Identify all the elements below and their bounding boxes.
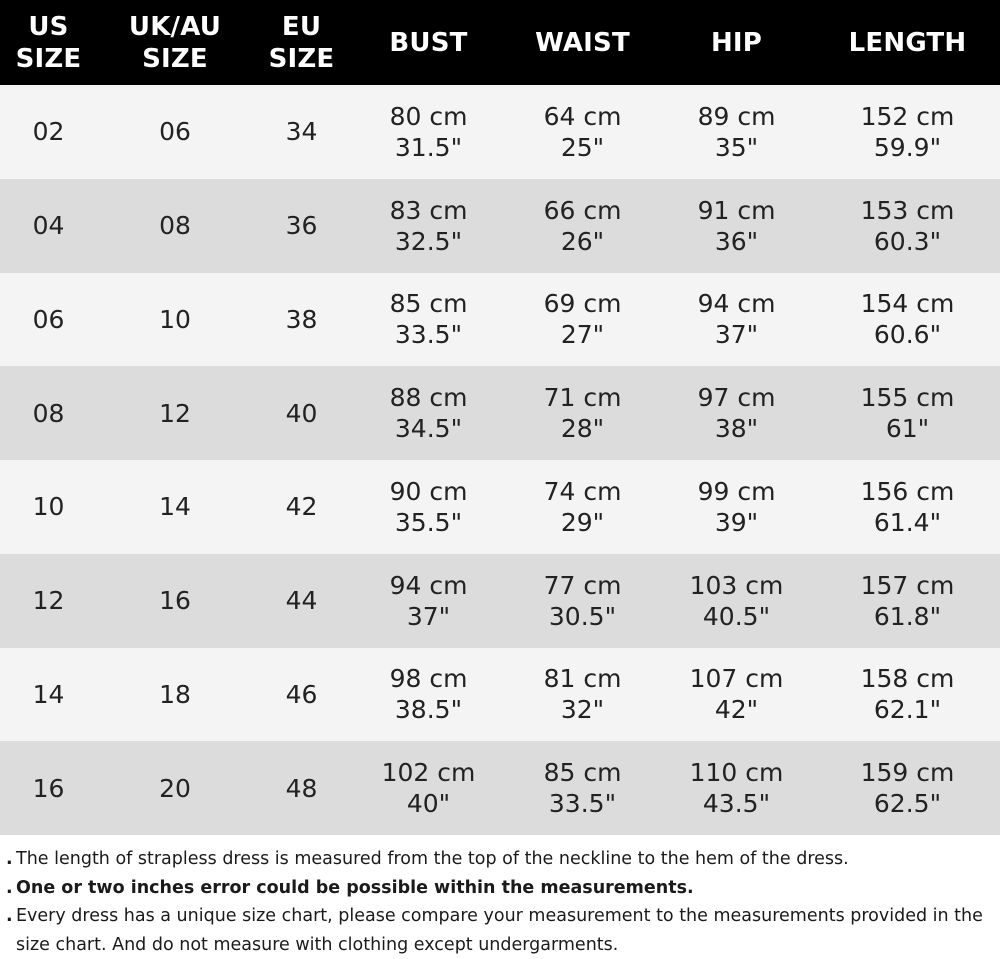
cell-waist: 77 cm 30.5" (543, 570, 622, 631)
table-header: US SIZE UK/AU SIZE EU SIZE BUST WAIST HI… (0, 0, 1000, 85)
cell-bust: 90 cm 35.5" (389, 476, 468, 537)
cell-bust: 85 cm 33.5" (389, 289, 468, 350)
cell-us-size: 14 (32, 679, 65, 709)
cell-length: 155 cm 61" (860, 383, 955, 444)
note-text: Every dress has a unique size chart, ple… (16, 906, 983, 955)
cell-length: 157 cm 61.8" (860, 570, 955, 631)
cell-uk-au-size: 14 (159, 492, 191, 522)
table-body: 02 06 34 80 cm 31.5" 64 cm 25" 89 cm 35" 152 cm 59… (0, 85, 1000, 835)
cell-us-size: 08 (32, 398, 65, 428)
cell-length: 152 cm 59.9" (860, 101, 955, 162)
cell-uk-au-size: 20 (159, 773, 191, 803)
note-bullet: . (6, 906, 13, 926)
cell-eu-size: 42 (285, 492, 318, 522)
cell-hip: 99 cm 39" (697, 476, 776, 537)
cell-bust: 83 cm 32.5" (389, 195, 468, 256)
cell-uk-au-size: 18 (159, 679, 191, 709)
cell-us-size: 16 (32, 773, 65, 803)
note-strapless-length: . The length of strapless dress is measu… (6, 845, 1000, 874)
cell-us-size: 06 (32, 304, 65, 334)
cell-uk-au-size: 12 (159, 398, 191, 428)
cell-uk-au-size: 08 (159, 211, 191, 241)
table-row: 12 16 44 94 cm 37" 77 cm 30.5" 103 cm 40.5" 157 c… (0, 553, 1000, 648)
cell-hip: 94 cm 37" (697, 289, 776, 350)
cell-waist: 69 cm 27" (543, 289, 622, 350)
cell-uk-au-size: 06 (159, 117, 191, 147)
table-row: 10 14 42 90 cm 35.5" 74 cm 29" 99 cm 39" 156 cm 61… (0, 460, 1000, 554)
cell-eu-size: 38 (285, 304, 318, 334)
table-row: 06 10 38 85 cm 33.5" 69 cm 27" 94 cm 37" 154 cm 60… (0, 272, 1000, 367)
cell-length: 153 cm 60.3" (860, 195, 955, 256)
cell-us-size: 12 (32, 586, 65, 616)
size-chart-table: US SIZE UK/AU SIZE EU SIZE BUST WAIST HI… (0, 0, 1000, 835)
cell-us-size: 10 (32, 492, 65, 522)
note-text: The length of strapless dress is measure… (16, 849, 849, 869)
cell-waist: 66 cm 26" (543, 195, 622, 256)
cell-waist: 64 cm 25" (543, 101, 622, 162)
cell-uk-au-size: 10 (159, 304, 191, 334)
cell-waist: 81 cm 32" (543, 664, 622, 725)
note-compare-measurements: . Every dress has a unique size chart, p… (6, 902, 1000, 959)
cell-hip: 103 cm 40.5" (689, 570, 784, 631)
header-bust: BUST (389, 27, 468, 58)
cell-hip: 110 cm 43.5" (689, 758, 784, 819)
cell-hip: 97 cm 38" (697, 383, 776, 444)
table-row: 04 08 36 83 cm 32.5" 66 cm 26" 91 cm 36" 153 cm 60… (0, 178, 1000, 273)
cell-length: 154 cm 60.6" (860, 289, 955, 350)
header-us-size: US SIZE (15, 11, 82, 74)
cell-length: 156 cm 61.4" (860, 476, 955, 537)
table-row: 16 20 48 102 cm 40" 85 cm 33.5" 110 cm 43.5" 159 … (0, 741, 1000, 835)
table-row: 02 06 34 80 cm 31.5" 64 cm 25" 89 cm 35" 152 cm 59… (0, 85, 1000, 179)
notes-section: . The length of strapless dress is measu… (0, 835, 1000, 959)
cell-eu-size: 48 (285, 773, 318, 803)
cell-hip: 107 cm 42" (689, 664, 784, 725)
cell-bust: 94 cm 37" (389, 570, 468, 631)
cell-waist: 71 cm 28" (543, 383, 622, 444)
table-row: 14 18 46 98 cm 38.5" 81 cm 32" 107 cm 42" 158 cm 6… (0, 647, 1000, 742)
cell-us-size: 04 (32, 211, 65, 241)
cell-waist: 74 cm 29" (543, 476, 622, 537)
note-measurement-error: . One or two inches error could be possi… (6, 874, 1000, 903)
cell-eu-size: 34 (285, 117, 318, 147)
header-hip: HIP (710, 27, 763, 58)
note-text: One or two inches error could be possibl… (16, 877, 694, 898)
cell-eu-size: 40 (285, 398, 318, 428)
cell-eu-size: 36 (285, 211, 318, 241)
cell-hip: 91 cm 36" (697, 195, 776, 256)
header-length: LENGTH (848, 27, 967, 58)
note-bullet: . (6, 877, 13, 898)
cell-bust: 98 cm 38.5" (389, 664, 468, 725)
cell-us-size: 02 (32, 117, 65, 147)
cell-eu-size: 44 (285, 586, 318, 616)
cell-bust: 102 cm 40" (381, 758, 476, 819)
cell-length: 159 cm 62.5" (860, 758, 955, 819)
table-row: 08 12 40 88 cm 34.5" 71 cm 28" 97 cm 38" 155 cm 61… (0, 366, 1000, 460)
cell-eu-size: 46 (285, 679, 318, 709)
cell-bust: 88 cm 34.5" (389, 383, 468, 444)
cell-waist: 85 cm 33.5" (543, 758, 622, 819)
note-bullet: . (6, 849, 13, 869)
cell-length: 158 cm 62.1" (860, 664, 955, 725)
cell-bust: 80 cm 31.5" (389, 101, 468, 162)
header-eu-size: EU SIZE (268, 11, 335, 74)
header-uk-au-size: UK/AU SIZE (128, 11, 222, 74)
cell-hip: 89 cm 35" (697, 101, 776, 162)
header-waist: WAIST (535, 27, 630, 58)
cell-uk-au-size: 16 (159, 586, 191, 616)
